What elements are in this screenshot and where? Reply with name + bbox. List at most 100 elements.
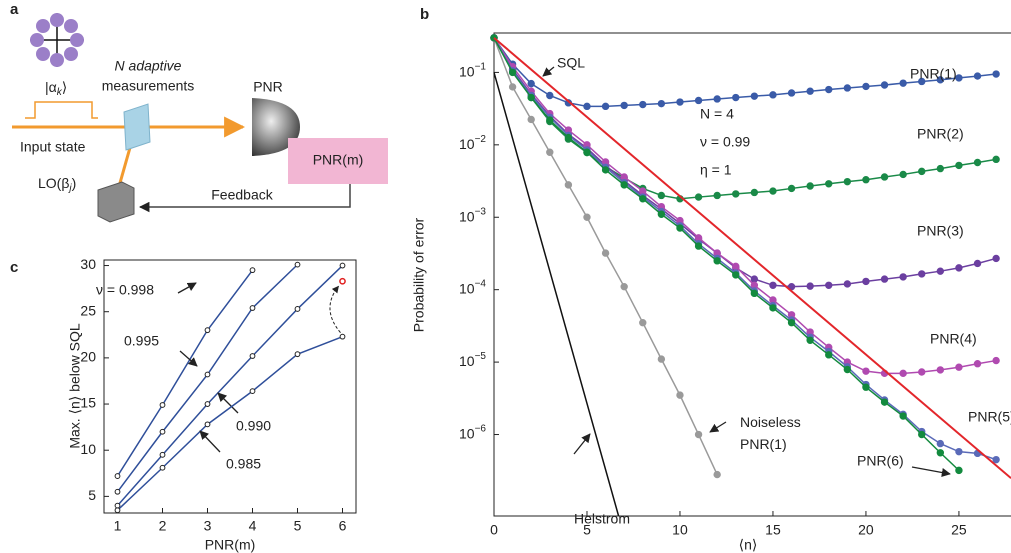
label-arrow xyxy=(199,430,221,453)
data-point xyxy=(159,428,166,435)
y-tick-label: 25 xyxy=(80,302,96,318)
data-point xyxy=(750,188,759,197)
data-point xyxy=(899,170,907,179)
data-point xyxy=(806,87,814,95)
series-line xyxy=(116,265,344,507)
y-tick-label: 10−5 xyxy=(459,351,486,369)
data-point xyxy=(249,267,256,274)
data-point xyxy=(249,388,256,395)
data-point xyxy=(955,363,963,371)
data-point xyxy=(936,164,945,173)
panel: c 5 10 15 20 25 30 1 2 3 4 5 6 Max. ⟨n⟩ below SQL PNR(… xyxy=(10,256,357,553)
lo-label: LO(βj) xyxy=(38,175,76,194)
data-point xyxy=(114,507,121,514)
data-point xyxy=(732,262,740,271)
x-tick-label: 1 xyxy=(114,518,122,534)
data-point xyxy=(676,224,684,232)
data-point xyxy=(527,115,535,124)
data-point xyxy=(918,270,926,278)
data-point xyxy=(955,466,963,475)
data-point xyxy=(564,181,573,189)
data-point xyxy=(936,449,945,457)
counter-label: PNR(m) xyxy=(313,152,364,168)
data-point xyxy=(249,353,256,359)
beam-splitter xyxy=(123,103,151,151)
data-point xyxy=(713,95,721,103)
x-tick-label: 0 xyxy=(490,522,498,538)
y-tick-label: 10−3 xyxy=(459,206,486,224)
pulse xyxy=(25,101,98,119)
data-point xyxy=(694,193,703,201)
data-point xyxy=(787,89,796,97)
y-axis-title: Probability of error xyxy=(411,217,427,332)
data-point xyxy=(899,369,907,378)
data-point xyxy=(159,402,166,408)
data-point xyxy=(732,93,740,102)
data-point xyxy=(508,68,517,77)
series-line xyxy=(116,269,254,477)
y-tick-label: 10−1 xyxy=(459,61,486,79)
data-point xyxy=(639,195,647,203)
data-point xyxy=(973,72,982,80)
series-line xyxy=(493,37,997,200)
phase-space xyxy=(30,13,84,67)
data-point xyxy=(694,242,703,250)
series-label: PNR(2) xyxy=(917,126,964,142)
data-point xyxy=(899,273,907,281)
data-point xyxy=(806,336,814,345)
data-point xyxy=(769,281,777,289)
data-point xyxy=(843,84,852,92)
data-point xyxy=(936,366,945,374)
series-label: PNR(4) xyxy=(930,331,977,347)
data-point xyxy=(546,91,554,100)
data-point xyxy=(114,473,121,479)
series-label: SQL xyxy=(557,55,585,71)
lo-box xyxy=(97,181,135,223)
data-point xyxy=(204,327,211,334)
data-point xyxy=(843,280,852,288)
data-point xyxy=(713,191,721,200)
data-point xyxy=(862,82,870,91)
data-point xyxy=(992,70,1000,78)
data-point xyxy=(694,234,703,242)
data-point xyxy=(992,356,1000,365)
data-point xyxy=(294,306,301,312)
data-point xyxy=(620,101,628,110)
data-point xyxy=(843,177,852,186)
series-label: PNR(1) xyxy=(910,66,957,82)
data-point xyxy=(973,259,982,268)
label-arrow xyxy=(177,282,197,294)
data-point xyxy=(339,333,346,340)
series-line xyxy=(116,264,299,493)
data-point xyxy=(899,412,907,420)
x-tick-label: 2 xyxy=(159,518,167,534)
data-point xyxy=(825,180,833,188)
data-point xyxy=(880,81,889,89)
data-point xyxy=(114,488,121,495)
data-point xyxy=(936,439,945,448)
data-point xyxy=(639,100,647,109)
x-tick-label: 25 xyxy=(951,522,967,538)
data-point xyxy=(694,430,703,439)
data-point xyxy=(657,210,666,218)
x-tick-label: 6 xyxy=(339,518,347,534)
series-label: Noiseless PNR(1) xyxy=(740,414,801,452)
data-point xyxy=(294,261,301,268)
data-point xyxy=(880,275,889,283)
y-tick-label: 10−6 xyxy=(459,423,486,441)
y-tick-label: 5 xyxy=(88,487,96,503)
data-point xyxy=(527,93,535,102)
data-point xyxy=(862,175,870,184)
data-point xyxy=(769,91,777,99)
data-point xyxy=(973,360,982,368)
detector-label: PNR xyxy=(253,79,283,95)
data-point xyxy=(339,262,346,269)
data-point xyxy=(249,305,256,311)
data-point xyxy=(918,430,926,439)
data-point xyxy=(806,282,814,290)
data-point xyxy=(862,383,870,391)
panel: b 10−1 10−2 10−3 10−4 10−5 10−6 0 5 10 15 20 25 Proba… xyxy=(411,6,1011,553)
data-point xyxy=(601,102,610,111)
panel-a: a |αk⟩ N adaptive measurements PNR PNR(m… xyxy=(10,1,388,223)
data-point xyxy=(918,77,926,86)
